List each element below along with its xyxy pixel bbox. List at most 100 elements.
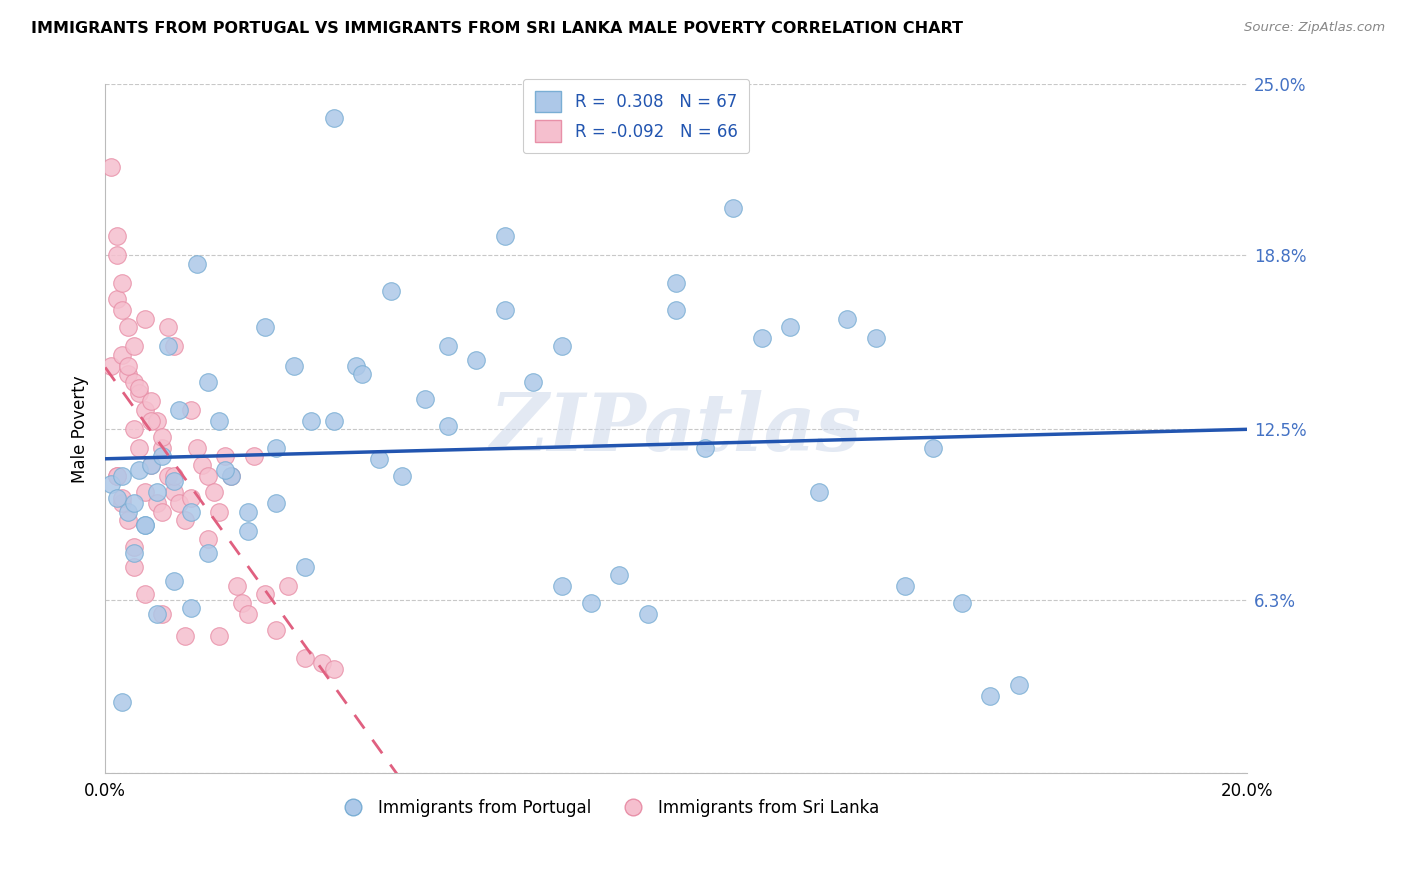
- Point: [637, 607, 659, 621]
- Point: [208, 629, 231, 643]
- Point: [751, 331, 773, 345]
- Point: [169, 402, 191, 417]
- Y-axis label: Male Poverty: Male Poverty: [72, 376, 89, 483]
- Point: [191, 458, 214, 472]
- Point: [236, 524, 259, 538]
- Point: [299, 414, 322, 428]
- Point: [180, 601, 202, 615]
- Point: [134, 587, 156, 601]
- Text: Source: ZipAtlas.com: Source: ZipAtlas.com: [1244, 21, 1385, 34]
- Point: [122, 375, 145, 389]
- Point: [277, 579, 299, 593]
- Point: [122, 559, 145, 574]
- Point: [134, 518, 156, 533]
- Point: [139, 458, 162, 472]
- Point: [163, 475, 186, 489]
- Point: [922, 441, 945, 455]
- Point: [122, 546, 145, 560]
- Point: [145, 485, 167, 500]
- Point: [156, 339, 179, 353]
- Point: [111, 491, 134, 505]
- Text: ZIPatlas: ZIPatlas: [491, 390, 862, 467]
- Point: [294, 650, 316, 665]
- Point: [145, 496, 167, 510]
- Point: [163, 339, 186, 353]
- Point: [117, 367, 139, 381]
- Point: [150, 607, 173, 621]
- Point: [322, 414, 344, 428]
- Point: [779, 320, 801, 334]
- Point: [231, 596, 253, 610]
- Point: [139, 394, 162, 409]
- Point: [134, 485, 156, 500]
- Point: [254, 320, 277, 334]
- Point: [665, 276, 688, 290]
- Point: [122, 541, 145, 555]
- Point: [236, 607, 259, 621]
- Point: [391, 468, 413, 483]
- Legend: Immigrants from Portugal, Immigrants from Sri Lanka: Immigrants from Portugal, Immigrants fro…: [329, 792, 886, 823]
- Point: [242, 450, 264, 464]
- Point: [139, 458, 162, 472]
- Point: [180, 402, 202, 417]
- Point: [145, 607, 167, 621]
- Point: [111, 303, 134, 318]
- Point: [236, 505, 259, 519]
- Point: [266, 623, 288, 637]
- Point: [186, 441, 208, 455]
- Point: [122, 339, 145, 353]
- Point: [139, 414, 162, 428]
- Point: [665, 303, 688, 318]
- Point: [117, 513, 139, 527]
- Point: [214, 450, 236, 464]
- Point: [322, 662, 344, 676]
- Point: [551, 579, 574, 593]
- Point: [111, 276, 134, 290]
- Point: [100, 160, 122, 174]
- Point: [436, 419, 458, 434]
- Point: [266, 441, 288, 455]
- Point: [128, 386, 150, 401]
- Point: [551, 339, 574, 353]
- Point: [294, 559, 316, 574]
- Point: [163, 574, 186, 588]
- Point: [117, 320, 139, 334]
- Point: [197, 532, 219, 546]
- Point: [134, 311, 156, 326]
- Point: [105, 248, 128, 262]
- Point: [122, 496, 145, 510]
- Point: [352, 367, 374, 381]
- Point: [1008, 678, 1031, 692]
- Point: [180, 491, 202, 505]
- Point: [100, 477, 122, 491]
- Point: [950, 596, 973, 610]
- Point: [865, 331, 887, 345]
- Point: [150, 505, 173, 519]
- Point: [202, 485, 225, 500]
- Point: [105, 468, 128, 483]
- Point: [807, 485, 830, 500]
- Point: [197, 375, 219, 389]
- Point: [134, 402, 156, 417]
- Point: [117, 505, 139, 519]
- Point: [105, 468, 128, 483]
- Text: IMMIGRANTS FROM PORTUGAL VS IMMIGRANTS FROM SRI LANKA MALE POVERTY CORRELATION C: IMMIGRANTS FROM PORTUGAL VS IMMIGRANTS F…: [31, 21, 963, 36]
- Point: [111, 347, 134, 361]
- Point: [105, 293, 128, 307]
- Point: [174, 513, 197, 527]
- Point: [128, 463, 150, 477]
- Point: [150, 430, 173, 444]
- Point: [186, 256, 208, 270]
- Point: [219, 468, 242, 483]
- Point: [134, 518, 156, 533]
- Point: [169, 496, 191, 510]
- Point: [693, 441, 716, 455]
- Point: [111, 468, 134, 483]
- Point: [311, 656, 333, 670]
- Point: [156, 468, 179, 483]
- Point: [145, 414, 167, 428]
- Point: [522, 375, 544, 389]
- Point: [494, 303, 516, 318]
- Point: [368, 452, 391, 467]
- Point: [128, 441, 150, 455]
